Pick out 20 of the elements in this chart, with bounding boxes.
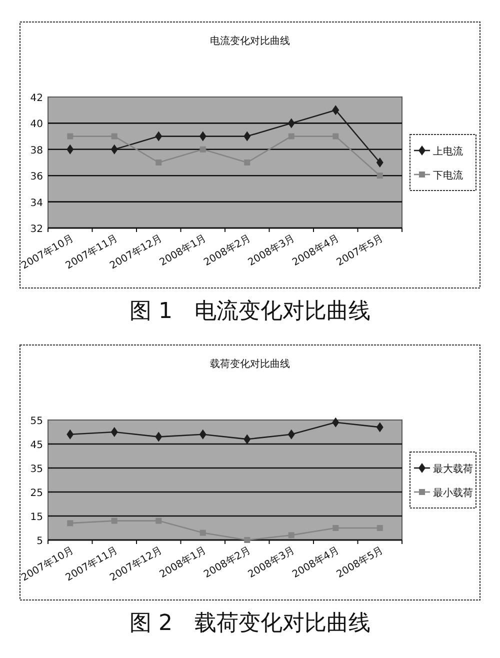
y-tick-label: 36 (30, 172, 43, 183)
y-tick-label: 15 (30, 512, 43, 523)
y-tick-label: 42 (30, 93, 43, 104)
legend-label: 上电流 (433, 146, 463, 158)
y-tick-label: 5 (36, 536, 43, 547)
legend-label: 下电流 (433, 170, 463, 182)
y-tick-label: 34 (30, 198, 43, 209)
legend-label: 最小载荷 (433, 487, 473, 499)
y-tick-label: 32 (30, 224, 43, 235)
legend-label: 最大载荷 (433, 463, 473, 475)
y-tick-label: 55 (30, 416, 43, 427)
chart-title: 载荷变化对比曲线 (210, 358, 290, 370)
chart-title: 电流变化对比曲线 (210, 35, 290, 47)
y-tick-label: 38 (30, 145, 43, 156)
caption: 图 1 电流变化对比曲线 (130, 299, 370, 324)
y-tick-label: 35 (30, 464, 43, 475)
y-tick-label: 45 (30, 440, 43, 451)
y-tick-label: 40 (30, 119, 43, 130)
caption: 图 2 载荷变化对比曲线 (130, 611, 370, 636)
y-tick-label: 25 (30, 488, 43, 499)
